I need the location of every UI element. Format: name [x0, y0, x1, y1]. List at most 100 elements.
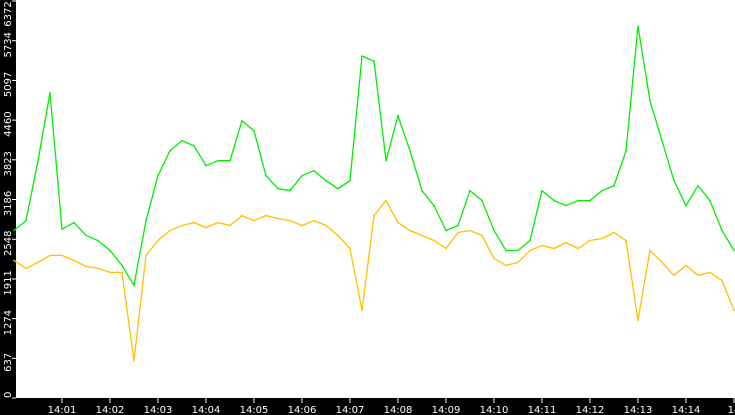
- series-0-point: [373, 60, 375, 62]
- series-0-point: [85, 234, 87, 237]
- series-1-line: [13, 199, 735, 361]
- series-1-point: [133, 359, 135, 362]
- series-1-point: [661, 261, 663, 264]
- x-tick-label: 14:13: [624, 405, 653, 415]
- series-0-point: [457, 224, 459, 227]
- series-0-point: [217, 159, 219, 162]
- x-tick-label: 14:09: [432, 405, 461, 415]
- series-1-point: [457, 231, 459, 234]
- series-0-point: [469, 189, 471, 192]
- series-1-point: [109, 271, 111, 274]
- series-1-point: [289, 219, 291, 222]
- y-tick-label: 4460: [3, 111, 14, 136]
- series-1-point: [553, 247, 555, 250]
- y-axis: 0 637 1274 1911 2548 3186 3823 4460 5097 5734 6372: [3, 0, 16, 399]
- x-tick-label: 14:10: [480, 405, 509, 415]
- series-1-point: [565, 241, 567, 244]
- series-0-point: [577, 199, 579, 202]
- x-tick-label: 14:05: [240, 405, 269, 415]
- series-1-point: [685, 264, 687, 267]
- series-1-point: [337, 234, 339, 237]
- series-1-point: [13, 259, 15, 262]
- series-0-point: [193, 144, 195, 147]
- series-1-point: [421, 234, 423, 237]
- series-1-point: [181, 224, 183, 227]
- series-1-point: [265, 214, 267, 217]
- y-tick-label: 3186: [3, 191, 14, 216]
- series-1-point: [721, 279, 723, 282]
- series-1-point: [625, 239, 627, 242]
- series-0-point: [25, 219, 27, 222]
- series-0-point: [301, 174, 303, 177]
- series-0-point: [241, 120, 243, 122]
- series-0-point: [253, 130, 255, 132]
- series-0-point: [325, 179, 327, 182]
- series-1-point: [145, 254, 147, 257]
- series-0-point: [145, 219, 147, 222]
- series-0-point: [49, 91, 51, 94]
- series-0-point: [97, 239, 99, 242]
- series-1-point: [697, 274, 699, 277]
- series-1-point: [709, 271, 711, 274]
- series-1-point: [637, 319, 639, 322]
- series-1-point: [589, 239, 591, 242]
- series-0-point: [433, 204, 435, 207]
- series-0-point: [613, 184, 615, 187]
- y-tick-label: 5734: [3, 32, 14, 57]
- series-0-point: [529, 239, 531, 242]
- series-0-point: [637, 25, 639, 27]
- series-0-point: [421, 189, 423, 192]
- series-0-point: [169, 149, 171, 152]
- x-tick-label: 14:06: [288, 405, 317, 415]
- series-0-point: [337, 187, 339, 190]
- x-tick-label: 14:14: [672, 405, 701, 415]
- series-0-point: [157, 174, 159, 177]
- series-0-point: [385, 159, 387, 162]
- series-0-point: [313, 169, 315, 172]
- series-0-point: [625, 149, 627, 152]
- series-1-point: [121, 271, 123, 274]
- series-0-point: [13, 229, 15, 232]
- series-0-point: [445, 229, 447, 232]
- series-1-point: [445, 247, 447, 250]
- series-1-point: [733, 309, 735, 312]
- series-1-point: [73, 259, 75, 262]
- series-1-point: [325, 224, 327, 227]
- series-1-point: [673, 274, 675, 277]
- series-group: [13, 25, 735, 362]
- series-0-point: [181, 140, 183, 142]
- series-0-point: [37, 159, 39, 162]
- series-0-point: [709, 199, 711, 202]
- x-axis: 14:01 14:02 14:03 14:04 14:05 14:06 14:07 14:08…: [48, 398, 735, 415]
- series-0-point: [565, 204, 567, 207]
- series-0-point: [73, 221, 75, 224]
- series-0-point: [721, 229, 723, 232]
- series-0-point: [205, 164, 207, 167]
- series-0-point: [409, 149, 411, 152]
- x-tick-label: 14:07: [336, 405, 365, 415]
- series-0-point: [109, 249, 111, 252]
- series-0-point: [481, 199, 483, 202]
- series-1-point: [361, 309, 363, 312]
- x-tick-label: 14: [728, 405, 735, 415]
- y-tick-label: 637: [3, 353, 14, 372]
- series-1-point: [61, 254, 63, 257]
- series-0-point: [589, 199, 591, 202]
- series-0-point: [349, 179, 351, 182]
- series-0-point: [673, 179, 675, 182]
- y-tick-label: 1274: [3, 310, 14, 335]
- series-1-point: [229, 224, 231, 227]
- y-tick-label: 2548: [3, 231, 14, 256]
- x-tick-label: 14:03: [144, 405, 173, 415]
- series-1-point: [169, 229, 171, 232]
- series-1-point: [385, 199, 387, 202]
- series-1-point: [481, 234, 483, 237]
- y-tick-label: 3823: [3, 151, 14, 176]
- series-1-point: [253, 219, 255, 222]
- series-1-point: [409, 229, 411, 232]
- series-0-point: [601, 189, 603, 192]
- series-1-point: [373, 214, 375, 217]
- y-tick-label: 0: [3, 392, 14, 398]
- series-1-point: [613, 231, 615, 234]
